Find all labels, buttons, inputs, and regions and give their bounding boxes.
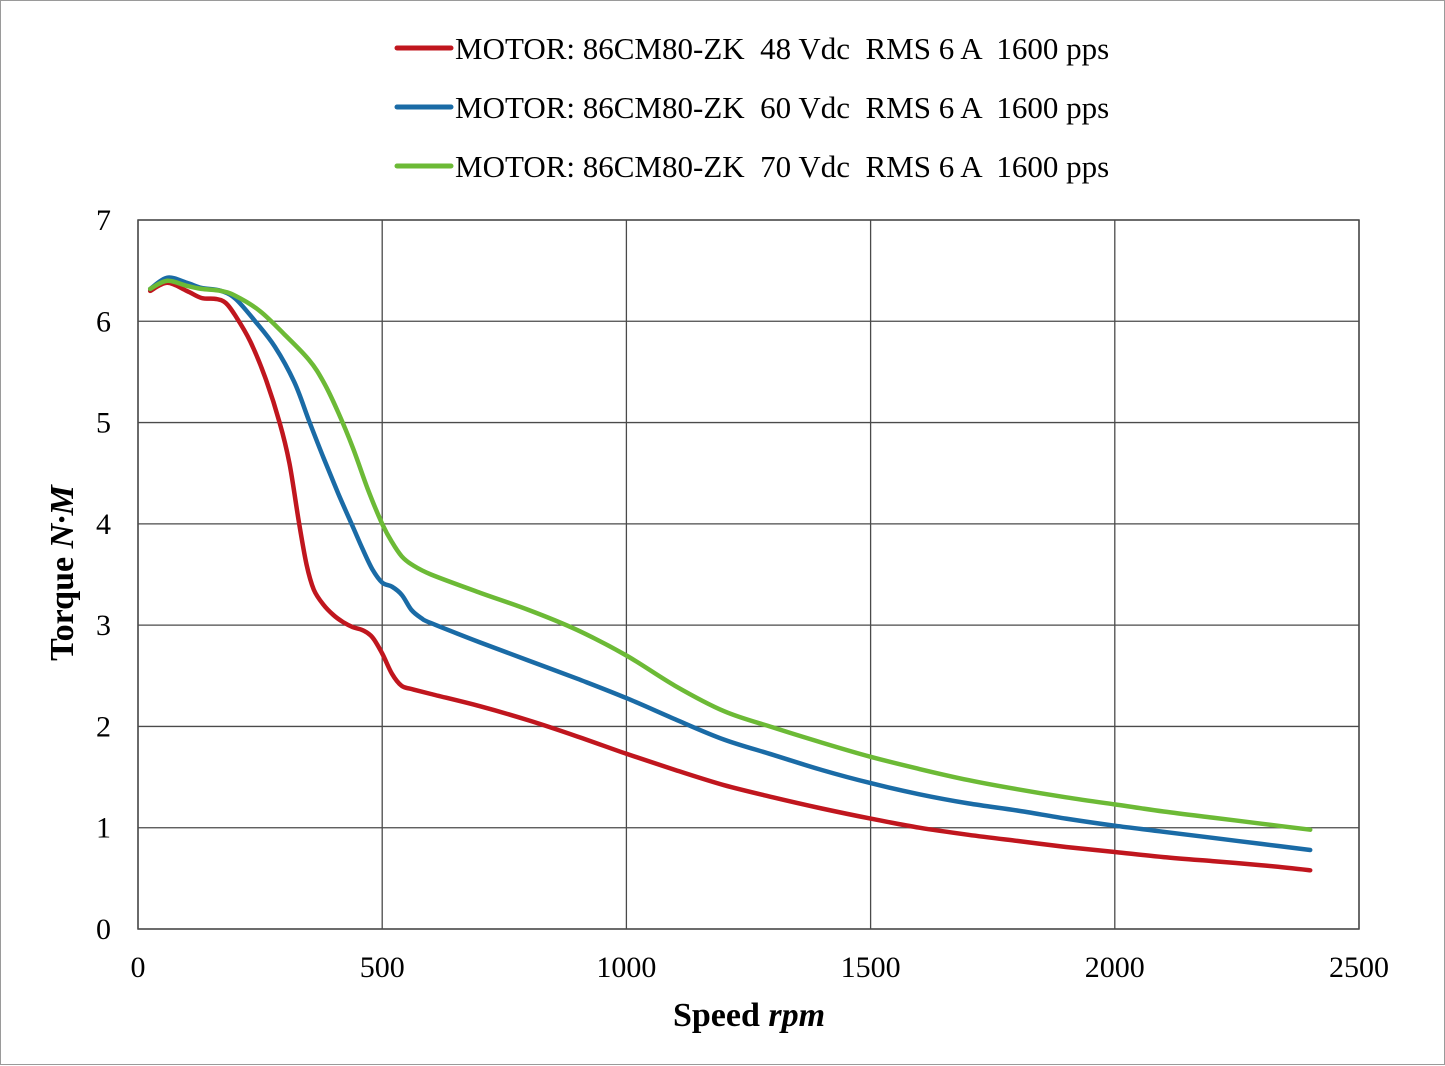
y-axis-title: Torque N·M bbox=[44, 483, 81, 661]
x-tick-label: 2500 bbox=[1329, 951, 1389, 984]
y-tick-label: 6 bbox=[96, 305, 111, 338]
series-lines bbox=[147, 275, 1313, 873]
series-line-1 bbox=[147, 280, 1313, 873]
y-tick-label: 3 bbox=[96, 609, 111, 642]
x-tick-label: 0 bbox=[131, 951, 146, 984]
legend-label-2: MOTOR: 86CM80-ZK 60 Vdc RMS 6 A 1600 pps bbox=[455, 90, 1109, 125]
y-tick-label: 0 bbox=[96, 913, 111, 946]
y-tick-label: 7 bbox=[96, 204, 111, 237]
y-axis-label: Torque bbox=[44, 557, 81, 661]
plot-area-frame bbox=[137, 219, 1360, 930]
x-axis-label: Speed bbox=[673, 997, 760, 1034]
y-tick-label: 1 bbox=[96, 812, 111, 845]
x-axis-unit: rpm bbox=[768, 997, 825, 1034]
x-tick-label: 1500 bbox=[841, 951, 901, 984]
legend: MOTOR: 86CM80-ZK 48 Vdc RMS 6 A 1600 pps… bbox=[394, 31, 1109, 184]
series-line-2 bbox=[147, 275, 1313, 853]
x-tick-label: 1000 bbox=[596, 951, 656, 984]
y-axis-unit: N·M bbox=[44, 483, 81, 549]
y-tick-label: 2 bbox=[96, 710, 111, 743]
x-tick-label: 500 bbox=[360, 951, 405, 984]
legend-label-1: MOTOR: 86CM80-ZK 48 Vdc RMS 6 A 1600 pps bbox=[455, 31, 1109, 66]
x-axis-title: Speed rpm bbox=[673, 997, 825, 1034]
series-line-3 bbox=[147, 278, 1313, 832]
legend-label-3: MOTOR: 86CM80-ZK 70 Vdc RMS 6 A 1600 pps bbox=[455, 149, 1109, 184]
grid bbox=[137, 219, 1360, 930]
y-tick-label: 4 bbox=[96, 508, 111, 541]
x-tick-label: 2000 bbox=[1085, 951, 1145, 984]
y-tick-label: 5 bbox=[96, 407, 111, 440]
tick-labels: 0 500 1000 1500 2000 2500 0 1 2 3 4 5 6 7 bbox=[96, 204, 1389, 984]
